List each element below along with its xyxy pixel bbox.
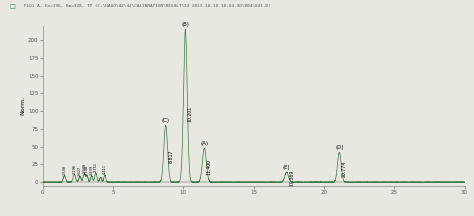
Text: 20.774: 20.774 — [342, 161, 347, 177]
Text: 3.148: 3.148 — [85, 165, 89, 175]
Text: 8.817: 8.817 — [168, 150, 173, 163]
Text: 11.400: 11.400 — [207, 159, 212, 175]
Text: 2.949: 2.949 — [82, 163, 86, 173]
Text: 3.751: 3.751 — [94, 162, 98, 172]
Text: 2.627: 2.627 — [78, 166, 82, 176]
Text: (B): (B) — [182, 22, 189, 27]
Text: (A): (A) — [201, 141, 209, 146]
Y-axis label: Norm.: Norm. — [20, 96, 25, 116]
Text: 2.196: 2.196 — [73, 164, 76, 174]
Text: (C): (C) — [162, 118, 170, 123]
Text: 1.538: 1.538 — [63, 165, 66, 175]
Text: (E): (E) — [283, 165, 291, 170]
Text: 3.439: 3.439 — [90, 165, 93, 175]
Text: (D): (D) — [335, 145, 344, 150]
Text: 10.201: 10.201 — [188, 105, 193, 122]
Text: 4.411: 4.411 — [103, 164, 107, 174]
Text: FLD1 A, Ex=296, Em=328, TT (C:\HAGO\42\42\CALIBRATION\RESULT\13 2013-10-18 18-04: FLD1 A, Ex=296, Em=328, TT (C:\HAGO\42\4… — [24, 4, 271, 8]
Text: □: □ — [9, 4, 15, 9]
Text: 17.369: 17.369 — [289, 170, 294, 186]
